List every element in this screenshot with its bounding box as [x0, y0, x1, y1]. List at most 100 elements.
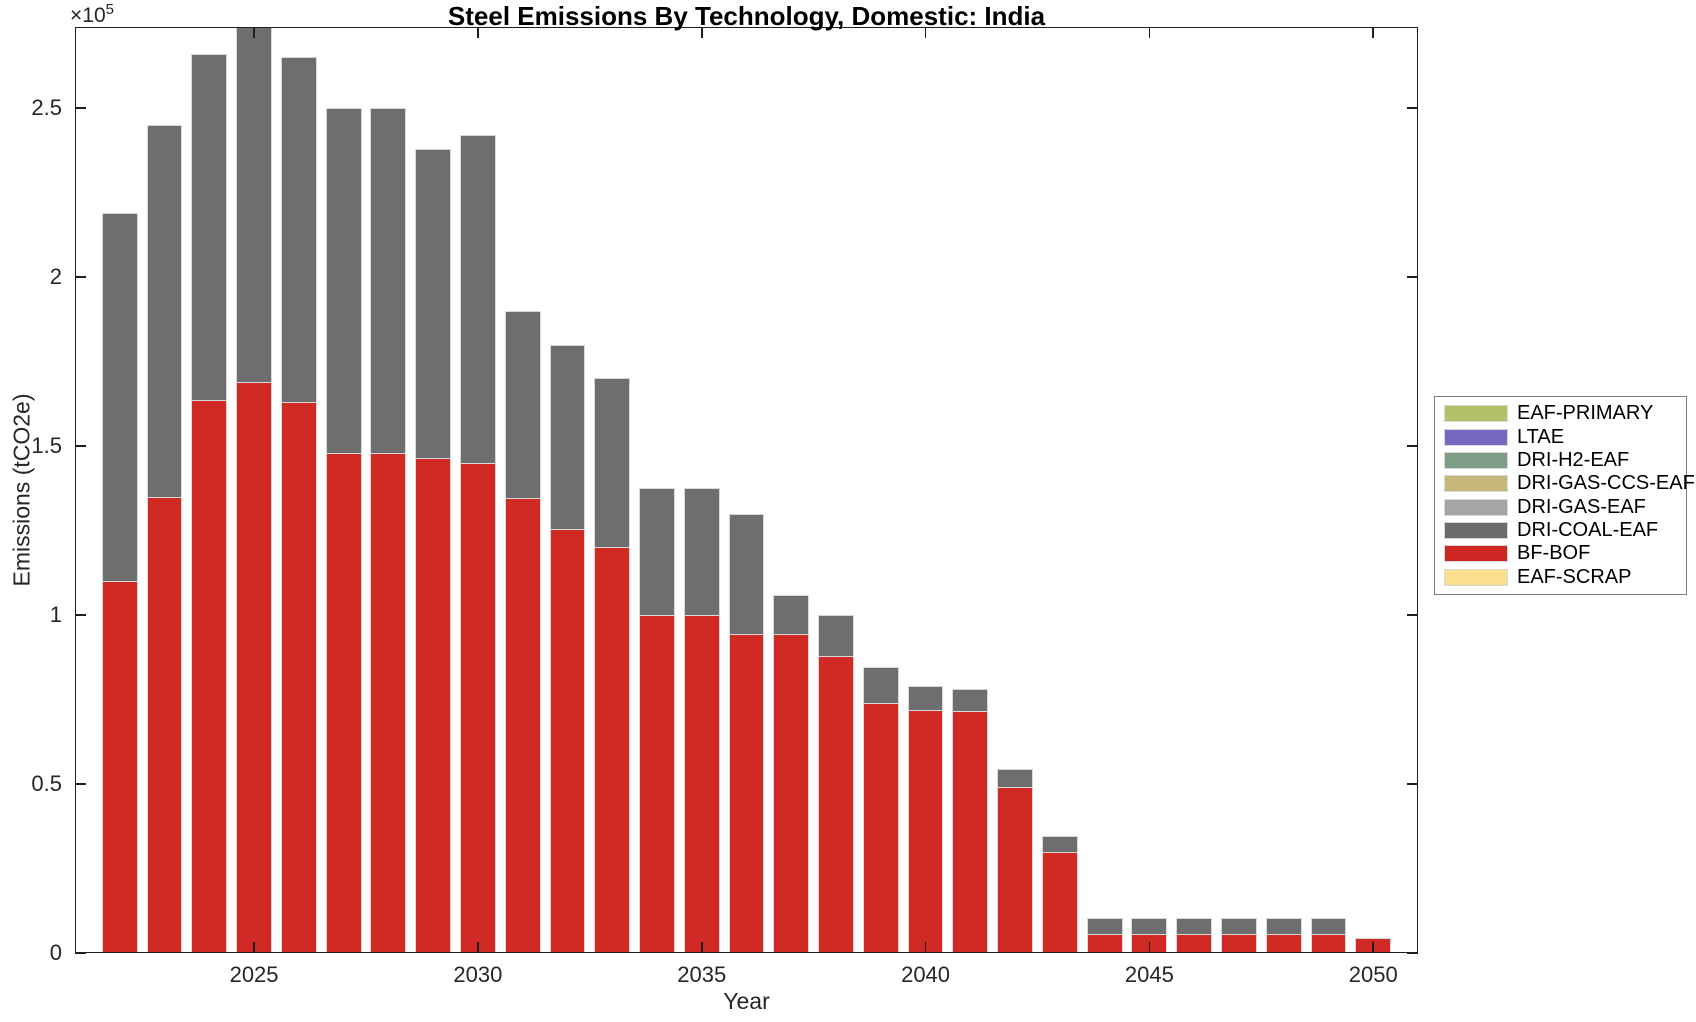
bar-segment-dri-coal-eaf-2044	[1086, 917, 1123, 935]
bar-segment-dri-coal-eaf-2049	[1310, 917, 1347, 935]
bar-segment-bf-bof-2022	[101, 581, 138, 953]
bar-segment-bf-bof-2033	[594, 547, 631, 953]
legend-swatch-dri-gas-eaf	[1444, 498, 1508, 516]
legend-label: DRI-H2-EAF	[1517, 448, 1630, 471]
bar-segment-dri-coal-eaf-2029	[415, 148, 452, 458]
bar-segment-dri-coal-eaf-2038	[818, 615, 854, 656]
legend-row-dri-gas-ccs-eaf: DRI-GAS-CCS-EAF	[1435, 472, 1695, 494]
bar-segment-dri-coal-eaf-2046	[1176, 917, 1213, 935]
bar-segment-dri-coal-eaf-2025	[236, 27, 272, 382]
bar-segment-dri-coal-eaf-2034	[639, 488, 675, 616]
bar-segment-bf-bof-2045	[1131, 934, 1168, 953]
y-tick-label-2.5: 2.5	[31, 95, 62, 121]
bar-segment-dri-coal-eaf-2032	[549, 344, 586, 529]
bar-segment-dri-coal-eaf-2041	[952, 689, 989, 712]
bar-segment-bf-bof-2031	[504, 498, 541, 953]
bar-segment-bf-bof-2050	[1355, 938, 1392, 953]
bar-segment-bf-bof-2027	[325, 452, 362, 953]
legend-row-bf-bof: BF-BOF	[1435, 542, 1686, 565]
legend-label: DRI-COAL-EAF	[1517, 519, 1659, 542]
x-tick-label-2050: 2050	[1348, 962, 1398, 987]
y-axis-exponent-label: ×105	[70, 1, 114, 28]
bar-segment-dri-coal-eaf-2035	[683, 488, 720, 616]
bar-segment-bf-bof-2040	[907, 709, 944, 953]
bar-segment-bf-bof-2026	[280, 402, 317, 953]
bar-segment-dri-coal-eaf-2045	[1131, 917, 1168, 935]
legend-label: BF-BOF	[1517, 542, 1591, 565]
bar-segment-bf-bof-2036	[728, 633, 765, 953]
x-tick-label-2040: 2040	[901, 962, 951, 987]
legend-row-dri-h2-eaf: DRI-H2-EAF	[1435, 448, 1686, 471]
bar-segment-bf-bof-2041	[952, 711, 989, 953]
legend-label: EAF-SCRAP	[1517, 565, 1632, 588]
bar-segment-dri-coal-eaf-2036	[728, 513, 765, 634]
legend-row-eaf-primary: EAF-PRIMARY	[1435, 402, 1686, 425]
y-tick-label-1.5: 1.5	[31, 433, 62, 459]
legend-row-ltae: LTAE	[1435, 425, 1686, 448]
bar-segment-bf-bof-2030	[459, 462, 496, 953]
y-axis-label: Emissions (tCO2e)	[8, 393, 35, 587]
bar-segment-bf-bof-2046	[1176, 934, 1213, 953]
legend-label: DRI-GAS-CCS-EAF	[1517, 472, 1695, 495]
legend-swatch-dri-gas-ccs-eaf	[1444, 475, 1508, 493]
legend-row-dri-gas-eaf: DRI-GAS-EAF	[1435, 495, 1686, 518]
bar-segment-bf-bof-2038	[818, 655, 854, 953]
bar-segment-dri-coal-eaf-2042	[997, 768, 1033, 788]
bar-segment-bf-bof-2047	[1221, 934, 1257, 953]
bar-segment-dri-coal-eaf-2030	[459, 135, 496, 463]
plot-area	[75, 27, 1418, 953]
legend-swatch-dri-coal-eaf	[1444, 522, 1508, 540]
bar-segment-dri-coal-eaf-2033	[594, 378, 631, 548]
bar-segment-dri-coal-eaf-2037	[773, 594, 810, 634]
bar-segment-dri-coal-eaf-2022	[101, 212, 138, 582]
y-tick-label-2: 2	[49, 264, 62, 290]
bar-segment-dri-coal-eaf-2047	[1221, 917, 1257, 935]
legend-row-eaf-scrap: EAF-SCRAP	[1435, 565, 1686, 588]
bar-segment-dri-coal-eaf-2040	[907, 686, 944, 710]
bar-segment-dri-coal-eaf-2028	[370, 108, 407, 453]
bar-segment-bf-bof-2043	[1041, 851, 1078, 953]
legend-label: DRI-GAS-EAF	[1517, 495, 1646, 518]
bar-segment-bf-bof-2023	[146, 496, 183, 953]
bar-segment-bf-bof-2035	[683, 615, 720, 953]
legend: EAF-PRIMARY LTAE DRI-H2-EAF DRI-GAS-CCS-EAF…	[1434, 396, 1695, 595]
bar-segment-bf-bof-2025	[236, 381, 272, 953]
bar-segment-bf-bof-2044	[1086, 934, 1123, 953]
bar-segment-dri-coal-eaf-2048	[1265, 917, 1302, 935]
bar-segment-bf-bof-2028	[370, 452, 407, 953]
legend-row-dri-coal-eaf: DRI-COAL-EAF	[1435, 519, 1686, 542]
x-tick-label-2035: 2035	[677, 962, 727, 987]
bar-segment-bf-bof-2049	[1310, 934, 1347, 953]
legend-swatch-eaf-scrap	[1444, 568, 1508, 586]
legend-swatch-eaf-primary	[1444, 405, 1508, 423]
bar-segment-dri-coal-eaf-2043	[1041, 836, 1078, 852]
bar-segment-bf-bof-2029	[415, 457, 452, 953]
y-tick-label-1: 1	[49, 602, 62, 628]
x-tick-label-2045: 2045	[1124, 962, 1174, 987]
chart-title: Steel Emissions By Technology, Domestic:…	[447, 1, 1046, 31]
bar-segment-bf-bof-2037	[773, 633, 810, 953]
y-tick-label-0: 0	[49, 940, 62, 965]
legend-swatch-dri-h2-eaf	[1444, 451, 1508, 469]
bar-segment-bf-bof-2032	[549, 528, 586, 953]
x-axis-label: Year	[723, 988, 770, 1014]
bar-segment-bf-bof-2048	[1265, 934, 1302, 953]
x-tick-label-2030: 2030	[453, 962, 503, 987]
legend-label: EAF-PRIMARY	[1517, 402, 1654, 425]
x-tick-label-2025: 2025	[229, 962, 279, 987]
bar-segment-dri-coal-eaf-2039	[862, 667, 899, 703]
legend-swatch-bf-bof	[1444, 545, 1508, 563]
bar-segment-bf-bof-2042	[997, 787, 1033, 953]
bar-segment-dri-coal-eaf-2023	[146, 125, 183, 497]
y-tick-label-0.5: 0.5	[31, 771, 62, 797]
bar-segment-dri-coal-eaf-2027	[325, 108, 362, 453]
bar-segment-bf-bof-2024	[191, 400, 228, 953]
bar-segment-bf-bof-2039	[862, 702, 899, 953]
legend-swatch-ltae	[1444, 428, 1508, 446]
legend-label: LTAE	[1517, 425, 1565, 448]
y-exponent-base: ×10	[70, 4, 106, 27]
bar-segment-dri-coal-eaf-2026	[280, 57, 317, 403]
y-exponent-power: 5	[105, 1, 114, 18]
bar-segment-bf-bof-2034	[639, 615, 675, 953]
